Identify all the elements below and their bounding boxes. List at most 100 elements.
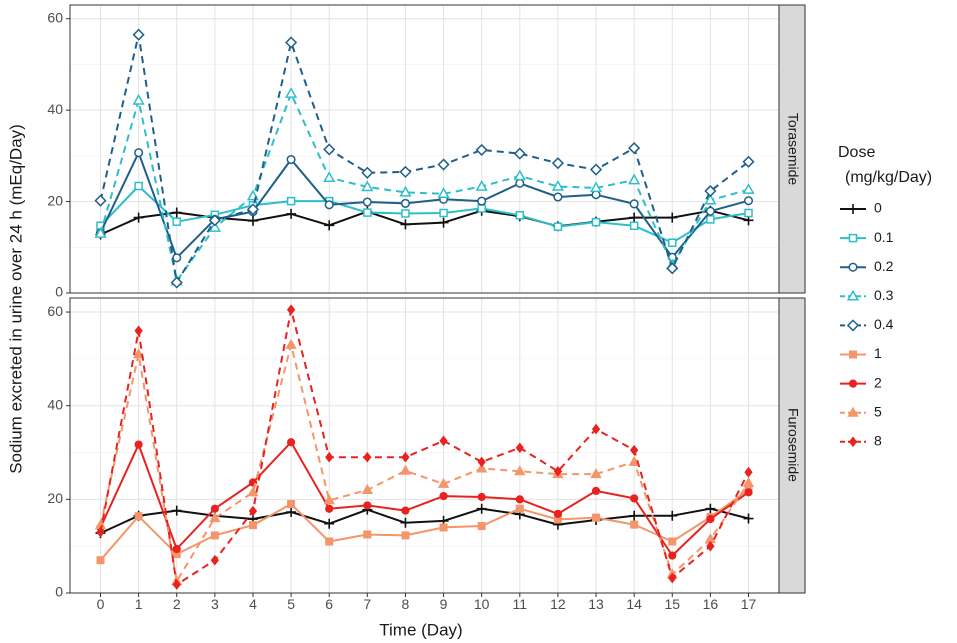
data-point bbox=[399, 464, 412, 475]
panel-strip-furosemide: Furosemide bbox=[778, 297, 806, 594]
legend-label: 0.3 bbox=[874, 287, 894, 303]
legend-key-marker bbox=[846, 289, 860, 301]
data-point bbox=[323, 494, 335, 505]
data-point bbox=[285, 36, 298, 49]
data-point bbox=[94, 227, 107, 238]
data-point bbox=[515, 442, 524, 454]
data-point bbox=[553, 192, 563, 202]
series-dose-0-1-line bbox=[99, 185, 749, 244]
series-dose-0-4-line bbox=[99, 33, 750, 284]
x-tick-label: 0 bbox=[97, 596, 105, 612]
data-point bbox=[591, 486, 601, 496]
data-point bbox=[475, 143, 488, 156]
data-point bbox=[668, 238, 677, 247]
data-point bbox=[477, 492, 486, 502]
y-tick-label: 60 bbox=[47, 303, 63, 319]
data-point bbox=[589, 181, 603, 193]
data-point bbox=[439, 435, 448, 447]
data-point bbox=[171, 207, 182, 218]
data-point bbox=[630, 494, 639, 503]
data-point bbox=[325, 537, 334, 546]
data-point bbox=[513, 147, 526, 160]
data-point bbox=[400, 198, 410, 208]
data-point bbox=[363, 451, 372, 463]
data-point bbox=[361, 166, 374, 179]
x-tick-label: 17 bbox=[741, 596, 757, 612]
data-point bbox=[172, 544, 181, 554]
data-point bbox=[438, 217, 449, 228]
data-point bbox=[592, 513, 601, 522]
legend-label: 5 bbox=[874, 403, 882, 419]
data-point bbox=[514, 465, 526, 476]
legend-label: 2 bbox=[874, 374, 882, 390]
data-point bbox=[172, 579, 181, 590]
y-tick-label: 20 bbox=[47, 192, 63, 208]
data-point bbox=[325, 451, 334, 463]
series-dose-2 bbox=[96, 438, 753, 560]
x-tick-label: 1 bbox=[135, 596, 143, 612]
data-point bbox=[323, 143, 336, 156]
data-point bbox=[285, 338, 297, 349]
data-point bbox=[247, 486, 259, 497]
legend-entry-0-4: 0.4 bbox=[840, 316, 894, 332]
data-point bbox=[705, 206, 715, 216]
data-point bbox=[399, 165, 412, 178]
data-point bbox=[515, 178, 525, 188]
data-point bbox=[361, 180, 374, 192]
x-tick-label: 8 bbox=[402, 596, 410, 612]
x-tick-label: 15 bbox=[664, 596, 680, 612]
x-axis-title: Time (Day) bbox=[379, 620, 462, 639]
legend-key-marker bbox=[847, 406, 859, 417]
data-point bbox=[208, 221, 221, 232]
x-tick-label: 16 bbox=[703, 596, 719, 612]
data-point bbox=[668, 572, 677, 584]
x-tick-label: 11 bbox=[513, 596, 528, 612]
data-point bbox=[744, 488, 753, 497]
data-point bbox=[96, 526, 105, 538]
panel-label-furosemide: Furosemide bbox=[785, 408, 801, 482]
x-tick-label: 14 bbox=[626, 596, 642, 612]
panel-border bbox=[69, 4, 780, 294]
y-tick-label: 0 bbox=[55, 284, 63, 300]
data-point bbox=[134, 181, 143, 191]
data-point bbox=[132, 94, 145, 105]
data-point bbox=[666, 262, 679, 275]
data-point bbox=[399, 185, 412, 197]
data-point bbox=[513, 169, 526, 181]
data-point bbox=[668, 551, 677, 560]
data-point bbox=[133, 212, 144, 223]
data-point bbox=[667, 510, 678, 521]
y-tick-label: 60 bbox=[47, 9, 63, 25]
data-point bbox=[515, 211, 525, 220]
data-point bbox=[400, 219, 411, 230]
series-dose-8-line bbox=[99, 308, 750, 586]
data-point bbox=[171, 505, 182, 516]
legend-entry-0-2: 0.2 bbox=[840, 258, 894, 274]
data-point bbox=[247, 215, 258, 226]
data-point bbox=[132, 348, 145, 359]
data-point bbox=[628, 142, 641, 155]
x-tick-label: 10 bbox=[474, 596, 490, 612]
data-point bbox=[134, 148, 144, 158]
data-point bbox=[706, 215, 715, 224]
x-tick-label: 7 bbox=[363, 596, 371, 612]
data-point bbox=[248, 521, 257, 530]
legend-key-marker bbox=[848, 233, 858, 243]
data-point bbox=[363, 208, 372, 217]
data-point bbox=[744, 208, 753, 218]
data-point bbox=[515, 495, 524, 504]
x-tick-label: 4 bbox=[249, 596, 257, 612]
x-tick-label: 9 bbox=[440, 596, 448, 612]
data-point bbox=[172, 217, 181, 226]
data-point bbox=[400, 517, 411, 528]
legend-label: 1 bbox=[874, 345, 882, 361]
series-dose-1-line bbox=[99, 489, 750, 561]
data-point bbox=[477, 204, 486, 213]
y-tick-label: 40 bbox=[47, 396, 63, 412]
data-point bbox=[361, 483, 373, 494]
series-dose-5-line bbox=[99, 343, 750, 583]
legend-entry-1: 1 bbox=[840, 345, 882, 361]
data-point bbox=[210, 554, 219, 566]
